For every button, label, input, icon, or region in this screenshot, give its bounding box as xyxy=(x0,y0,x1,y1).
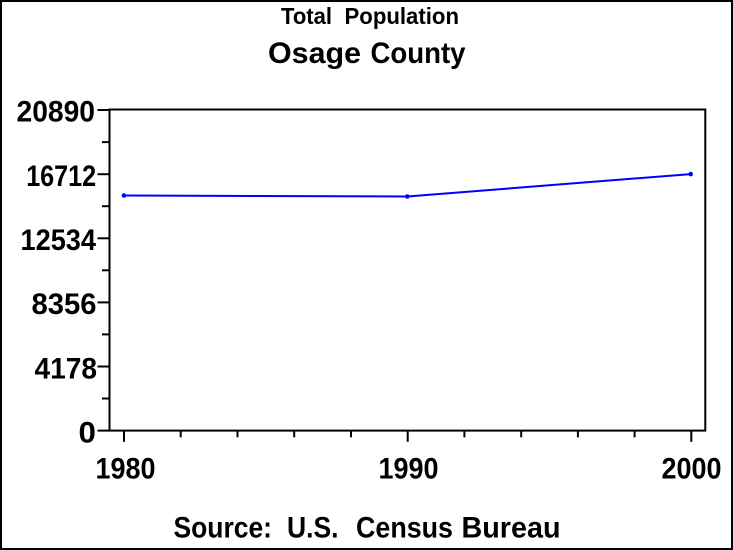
svg-text:20890: 20890 xyxy=(17,96,96,129)
svg-text:2000: 2000 xyxy=(662,452,722,485)
svg-text:1990: 1990 xyxy=(379,453,439,486)
svg-text:12534: 12534 xyxy=(21,224,97,257)
svg-text:1980: 1980 xyxy=(96,452,156,485)
svg-text:0: 0 xyxy=(79,416,96,449)
svg-text:16712: 16712 xyxy=(26,160,96,193)
svg-text:Osage: Osage xyxy=(268,37,361,70)
svg-text:County: County xyxy=(371,37,466,70)
svg-text:Population: Population xyxy=(345,3,460,29)
svg-text:8356: 8356 xyxy=(32,288,97,321)
svg-text:4178: 4178 xyxy=(35,352,98,385)
svg-text:Total: Total xyxy=(281,3,332,29)
svg-text:U.S.: U.S. xyxy=(287,512,339,545)
svg-text:Source:: Source: xyxy=(174,512,273,545)
svg-text:Bureau: Bureau xyxy=(462,512,561,545)
svg-text:Census: Census xyxy=(356,512,453,545)
